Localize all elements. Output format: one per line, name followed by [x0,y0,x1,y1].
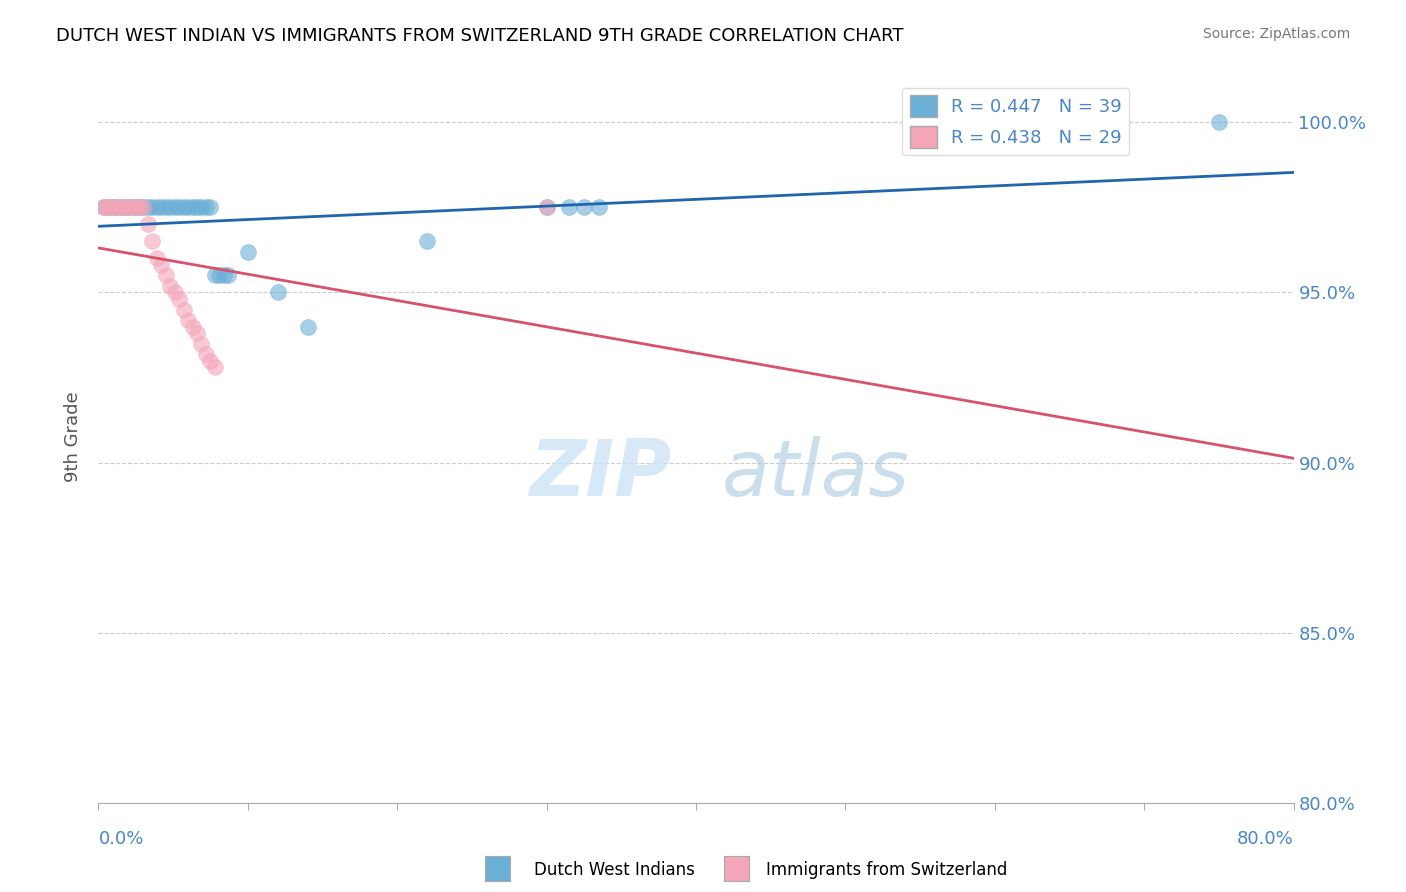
Point [181,201,204,215]
Point [173,201,195,215]
Point [150,201,173,215]
Text: Immigrants from Switzerland: Immigrants from Switzerland [766,861,1008,879]
Point [103,201,125,215]
Text: atlas: atlas [721,435,910,512]
Point [177,201,200,215]
Point [1208,115,1230,129]
Point [100,201,122,215]
Text: DUTCH WEST INDIAN VS IMMIGRANTS FROM SWITZERLAND 9TH GRADE CORRELATION CHART: DUTCH WEST INDIAN VS IMMIGRANTS FROM SWI… [56,27,904,45]
Point [163,201,186,215]
Point [94,201,117,215]
Point [110,201,132,215]
Point [236,244,259,259]
Point [141,235,163,249]
Point [190,336,212,351]
Point [132,201,155,215]
Point [93,201,115,215]
Point [200,201,222,215]
Point [536,201,558,215]
Point [91,201,114,215]
Point [141,201,163,215]
Legend: R = 0.447   N = 39, R = 0.438   N = 29: R = 0.447 N = 39, R = 0.438 N = 29 [903,87,1129,155]
Point [536,201,558,215]
Text: 80.0%: 80.0% [1237,830,1294,848]
Point [117,201,139,215]
Point [267,285,290,300]
Text: Source: ZipAtlas.com: Source: ZipAtlas.com [1202,27,1350,41]
Point [186,201,208,215]
Point [159,278,181,293]
Point [155,268,177,283]
Text: ZIP: ZIP [529,435,672,512]
Point [195,201,218,215]
Point [212,268,235,283]
Y-axis label: 9th Grade: 9th Grade [65,392,83,483]
Text: 0.0%: 0.0% [98,830,143,848]
Point [105,201,128,215]
Point [163,285,186,300]
Point [186,326,208,341]
Point [132,201,155,215]
Point [195,347,218,361]
Point [181,319,204,334]
Point [200,353,222,368]
Point [114,201,136,215]
Point [173,302,195,317]
Point [105,201,128,215]
Point [204,360,226,375]
Point [190,201,212,215]
Point [150,258,173,272]
Point [121,201,143,215]
Point [145,201,167,215]
Point [125,201,148,215]
Point [217,268,239,283]
Point [297,319,319,334]
Point [114,201,136,215]
Point [572,201,595,215]
Point [159,201,181,215]
Point [588,201,610,215]
Point [129,201,152,215]
Point [558,201,581,215]
Point [167,293,190,307]
Point [121,201,143,215]
Point [136,201,159,215]
Point [110,201,132,215]
Point [97,201,120,215]
Point [136,218,159,232]
Point [155,201,177,215]
Point [129,201,152,215]
Point [167,201,190,215]
Point [177,312,200,326]
Point [125,201,148,215]
Point [145,252,167,266]
Point [117,201,139,215]
Text: Dutch West Indians: Dutch West Indians [534,861,695,879]
Point [204,268,226,283]
Point [416,235,439,249]
Point [208,268,231,283]
Point [103,201,125,215]
